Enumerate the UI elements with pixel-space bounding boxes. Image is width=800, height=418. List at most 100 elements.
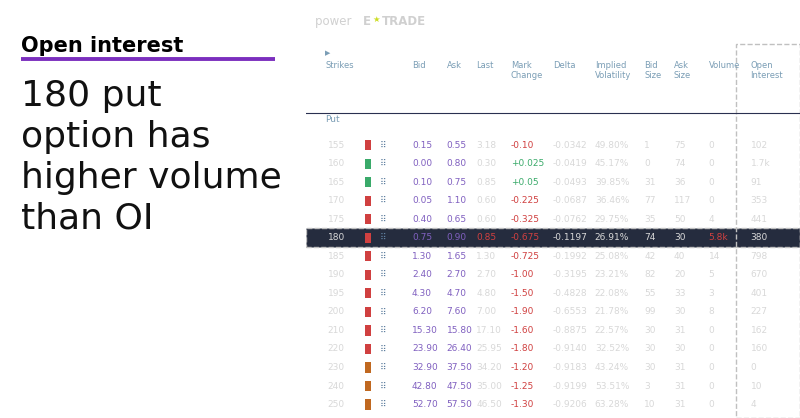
Text: 220: 220	[328, 344, 345, 354]
Text: 32.90: 32.90	[412, 363, 438, 372]
Text: 250: 250	[328, 400, 345, 409]
Text: 162: 162	[750, 326, 768, 335]
Bar	[365, 400, 371, 410]
Bar	[365, 140, 371, 150]
Text: 180 put
option has
higher volume
than OI: 180 put option has higher volume than OI	[22, 79, 282, 236]
Text: 15.80: 15.80	[446, 326, 472, 335]
Bar	[365, 381, 371, 391]
Text: 0: 0	[709, 382, 714, 390]
Text: 0.10: 0.10	[412, 178, 432, 187]
Text: Open interest: Open interest	[22, 36, 184, 56]
Text: 32.52%: 32.52%	[595, 344, 629, 354]
Bar	[365, 362, 371, 372]
Text: -1.80: -1.80	[510, 344, 534, 354]
Text: -0.9199: -0.9199	[553, 382, 588, 390]
Text: +0.025: +0.025	[510, 159, 544, 168]
Text: Open
Interest: Open Interest	[750, 61, 783, 80]
Text: 4.70: 4.70	[446, 289, 466, 298]
Text: -0.10: -0.10	[510, 140, 534, 150]
Text: ★: ★	[373, 15, 380, 24]
Text: 798: 798	[750, 252, 768, 261]
Bar	[736, 44, 800, 418]
Text: 53.51%: 53.51%	[595, 382, 630, 390]
Text: 36: 36	[674, 178, 686, 187]
Text: Bid: Bid	[412, 61, 426, 70]
Text: 1.10: 1.10	[446, 196, 466, 205]
Text: ⠿: ⠿	[380, 270, 386, 279]
Text: ⠿: ⠿	[380, 159, 386, 168]
Bar	[365, 233, 371, 243]
Text: 441: 441	[750, 215, 767, 224]
Text: 0: 0	[709, 159, 714, 168]
Text: 0.60: 0.60	[476, 196, 496, 205]
Text: 117: 117	[674, 196, 691, 205]
Text: 0.15: 0.15	[412, 140, 432, 150]
Text: -0.325: -0.325	[510, 215, 540, 224]
Text: -0.0687: -0.0687	[553, 196, 588, 205]
Text: 30: 30	[674, 233, 686, 242]
Text: -0.0419: -0.0419	[553, 159, 587, 168]
Text: Implied
Volatility: Implied Volatility	[595, 61, 631, 80]
Text: 0.65: 0.65	[446, 215, 466, 224]
Bar	[306, 228, 800, 247]
Text: 75: 75	[674, 140, 686, 150]
Text: 1.30: 1.30	[476, 252, 496, 261]
Text: E: E	[362, 15, 370, 28]
Text: 14: 14	[709, 252, 720, 261]
Text: -0.1197: -0.1197	[553, 233, 588, 242]
Text: -0.9140: -0.9140	[553, 344, 587, 354]
Text: 0.05: 0.05	[412, 196, 432, 205]
Text: 185: 185	[328, 252, 345, 261]
Text: 0.75: 0.75	[446, 178, 466, 187]
Text: 3: 3	[644, 382, 650, 390]
Text: 0.75: 0.75	[412, 233, 432, 242]
Text: 25.08%: 25.08%	[595, 252, 629, 261]
Text: 0: 0	[644, 159, 650, 168]
Text: Put: Put	[326, 115, 340, 124]
Text: 0.30: 0.30	[476, 159, 496, 168]
Text: 74: 74	[644, 233, 656, 242]
Text: 42: 42	[644, 252, 655, 261]
Text: 6.20: 6.20	[412, 307, 432, 316]
Text: 195: 195	[328, 289, 345, 298]
Text: 33: 33	[674, 289, 686, 298]
Text: 0.40: 0.40	[412, 215, 432, 224]
Text: +0.05: +0.05	[510, 178, 538, 187]
Text: -0.0493: -0.0493	[553, 178, 587, 187]
Text: -0.3195: -0.3195	[553, 270, 588, 279]
Text: 0: 0	[709, 400, 714, 409]
Text: 4: 4	[709, 215, 714, 224]
Text: -1.50: -1.50	[510, 289, 534, 298]
Text: 670: 670	[750, 270, 768, 279]
Text: 0.90: 0.90	[446, 233, 466, 242]
Text: 30: 30	[644, 344, 656, 354]
Text: 46.50: 46.50	[476, 400, 502, 409]
Text: 1.65: 1.65	[446, 252, 466, 261]
Text: 30: 30	[644, 363, 656, 372]
Text: -1.20: -1.20	[510, 363, 534, 372]
Text: 31: 31	[674, 400, 686, 409]
Text: 0: 0	[709, 140, 714, 150]
Text: 26.91%: 26.91%	[595, 233, 629, 242]
Text: Volume: Volume	[709, 61, 740, 70]
Text: 3.18: 3.18	[476, 140, 496, 150]
Text: 30: 30	[674, 344, 686, 354]
Text: 22.57%: 22.57%	[595, 326, 629, 335]
Text: 0: 0	[709, 363, 714, 372]
Text: ⠿: ⠿	[380, 344, 386, 354]
Text: 82: 82	[644, 270, 656, 279]
Text: 77: 77	[644, 196, 656, 205]
Text: 160: 160	[750, 344, 768, 354]
Text: 22.08%: 22.08%	[595, 289, 629, 298]
Text: 20: 20	[674, 270, 686, 279]
Bar	[365, 251, 371, 261]
Text: -0.0342: -0.0342	[553, 140, 587, 150]
Text: -1.25: -1.25	[510, 382, 534, 390]
Text: TRADE: TRADE	[382, 15, 426, 28]
Text: -0.9206: -0.9206	[553, 400, 587, 409]
Text: 190: 190	[328, 270, 345, 279]
Text: -0.675: -0.675	[510, 233, 540, 242]
Text: ⠿: ⠿	[380, 252, 386, 261]
Text: 91: 91	[750, 178, 762, 187]
Text: 26.40: 26.40	[446, 344, 472, 354]
